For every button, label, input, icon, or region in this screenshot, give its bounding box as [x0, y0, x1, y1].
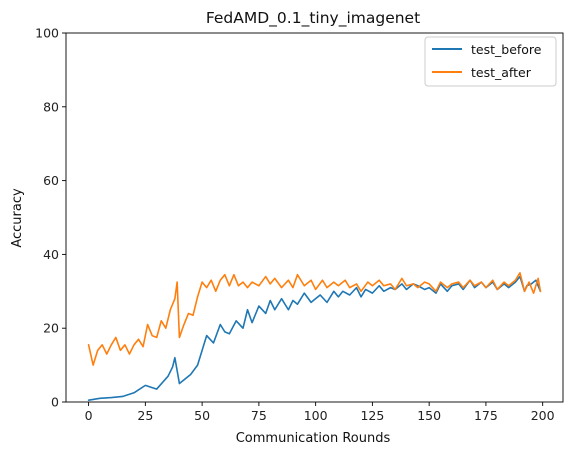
- series-layer: [87, 272, 542, 401]
- y-tick-label: 60: [43, 173, 59, 188]
- series-line-test-before: [87, 275, 542, 401]
- legend: test_before test_after: [424, 36, 557, 87]
- y-tick-label: 0: [51, 395, 59, 410]
- plot-area: [65, 32, 564, 403]
- y-tick-label: 20: [43, 321, 59, 336]
- series-line-test-after: [87, 272, 542, 366]
- x-tick-label: 150: [417, 408, 441, 423]
- x-axis-title: Communication Rounds: [236, 431, 391, 446]
- legend-label-test-before: test_before: [471, 42, 542, 57]
- x-tick-label: 175: [474, 408, 498, 423]
- y-tick-label: 40: [43, 247, 59, 262]
- x-tick-label: 125: [360, 408, 384, 423]
- chart-title: FedAMD_0.1_tiny_imagenet: [206, 9, 420, 28]
- legend-label-test-after: test_after: [471, 65, 532, 80]
- x-axis: 0 25 50 75 100 125 150 175 200: [85, 402, 555, 423]
- plot-background: [66, 33, 563, 402]
- y-tick-label: 100: [35, 26, 59, 41]
- x-tick-label: 0: [85, 408, 93, 423]
- y-tick-label: 80: [43, 99, 59, 114]
- x-tick-label: 100: [304, 408, 328, 423]
- x-tick-label: 75: [251, 408, 267, 423]
- x-tick-label: 25: [137, 408, 153, 423]
- y-axis: 0 20 40 60 80 100: [35, 26, 66, 410]
- x-tick-label: 50: [194, 408, 210, 423]
- plot-frame: [65, 32, 564, 403]
- x-tick-label: 200: [531, 408, 555, 423]
- y-axis-title: Accuracy: [10, 188, 25, 248]
